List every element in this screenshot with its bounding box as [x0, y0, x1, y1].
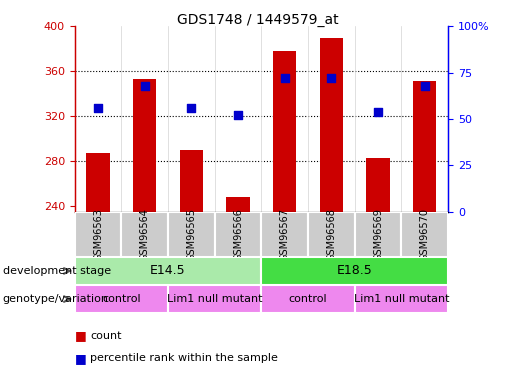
- Text: ■: ■: [75, 329, 87, 342]
- Text: ■: ■: [75, 352, 87, 364]
- Point: [327, 75, 335, 81]
- Bar: [261, 212, 308, 257]
- Bar: [75, 212, 122, 257]
- Point: [94, 105, 102, 111]
- Bar: [122, 212, 168, 257]
- Bar: [401, 212, 448, 257]
- Bar: [180, 150, 203, 212]
- Point: [281, 75, 289, 81]
- Bar: [227, 197, 250, 212]
- Text: GSM96567: GSM96567: [280, 208, 290, 261]
- Bar: [215, 212, 261, 257]
- Bar: [366, 158, 390, 212]
- Bar: [75, 285, 168, 313]
- Bar: [133, 79, 157, 212]
- Bar: [168, 212, 215, 257]
- Text: GDS1748 / 1449579_at: GDS1748 / 1449579_at: [177, 13, 338, 27]
- Bar: [355, 285, 448, 313]
- Text: control: control: [102, 294, 141, 304]
- Text: development stage: development stage: [3, 266, 111, 276]
- Text: Lim1 null mutant: Lim1 null mutant: [167, 294, 263, 304]
- Text: GSM96568: GSM96568: [327, 208, 336, 261]
- Point: [234, 112, 242, 118]
- Bar: [87, 153, 110, 212]
- Point: [421, 82, 429, 88]
- Point: [187, 105, 196, 111]
- Bar: [308, 212, 355, 257]
- Text: GSM96563: GSM96563: [93, 208, 103, 261]
- Point: [374, 109, 382, 115]
- Point: [141, 82, 149, 88]
- Text: E18.5: E18.5: [337, 264, 372, 278]
- Text: Lim1 null mutant: Lim1 null mutant: [354, 294, 449, 304]
- Text: genotype/variation: genotype/variation: [3, 294, 109, 304]
- Bar: [261, 285, 355, 313]
- Bar: [413, 81, 436, 212]
- Text: E14.5: E14.5: [150, 264, 186, 278]
- Text: GSM96564: GSM96564: [140, 208, 150, 261]
- Bar: [273, 51, 296, 212]
- Text: percentile rank within the sample: percentile rank within the sample: [90, 353, 278, 363]
- Bar: [168, 285, 261, 313]
- Text: count: count: [90, 331, 122, 340]
- Bar: [75, 257, 261, 285]
- Text: GSM96565: GSM96565: [186, 208, 196, 261]
- Bar: [261, 257, 448, 285]
- Bar: [355, 212, 401, 257]
- Text: GSM96566: GSM96566: [233, 208, 243, 261]
- Text: GSM96570: GSM96570: [420, 208, 430, 261]
- Bar: [320, 38, 343, 212]
- Text: GSM96569: GSM96569: [373, 208, 383, 261]
- Text: control: control: [289, 294, 328, 304]
